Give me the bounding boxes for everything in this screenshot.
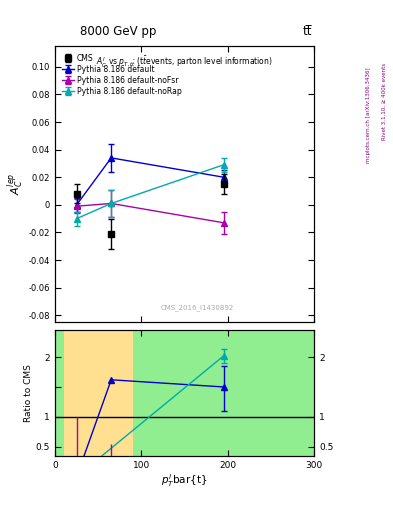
Y-axis label: $A_C^{lep}$: $A_C^{lep}$ — [5, 173, 26, 196]
Text: CMS_2016_I1430892: CMS_2016_I1430892 — [161, 304, 234, 311]
Text: 8000 GeV pp: 8000 GeV pp — [80, 25, 156, 38]
Text: Rivet 3.1.10, ≥ 400k events: Rivet 3.1.10, ≥ 400k events — [382, 63, 387, 140]
Legend: CMS, Pythia 8.186 default, Pythia 8.186 default-noFsr, Pythia 8.186 default-noRa: CMS, Pythia 8.186 default, Pythia 8.186 … — [60, 52, 184, 98]
X-axis label: $p_T^l$bar{t}: $p_T^l$bar{t} — [162, 472, 208, 489]
Y-axis label: Ratio to CMS: Ratio to CMS — [24, 364, 33, 422]
Text: mcplots.cern.ch [arXiv:1306.3436]: mcplots.cern.ch [arXiv:1306.3436] — [366, 67, 371, 163]
Bar — [64, 330, 133, 456]
Text: $A_C^l$ vs $p_{T,t\bar{t}}$ (t$\bar{t}$events, parton level information): $A_C^l$ vs $p_{T,t\bar{t}}$ (t$\bar{t}$e… — [96, 54, 273, 70]
Text: tt̅: tt̅ — [303, 25, 312, 38]
